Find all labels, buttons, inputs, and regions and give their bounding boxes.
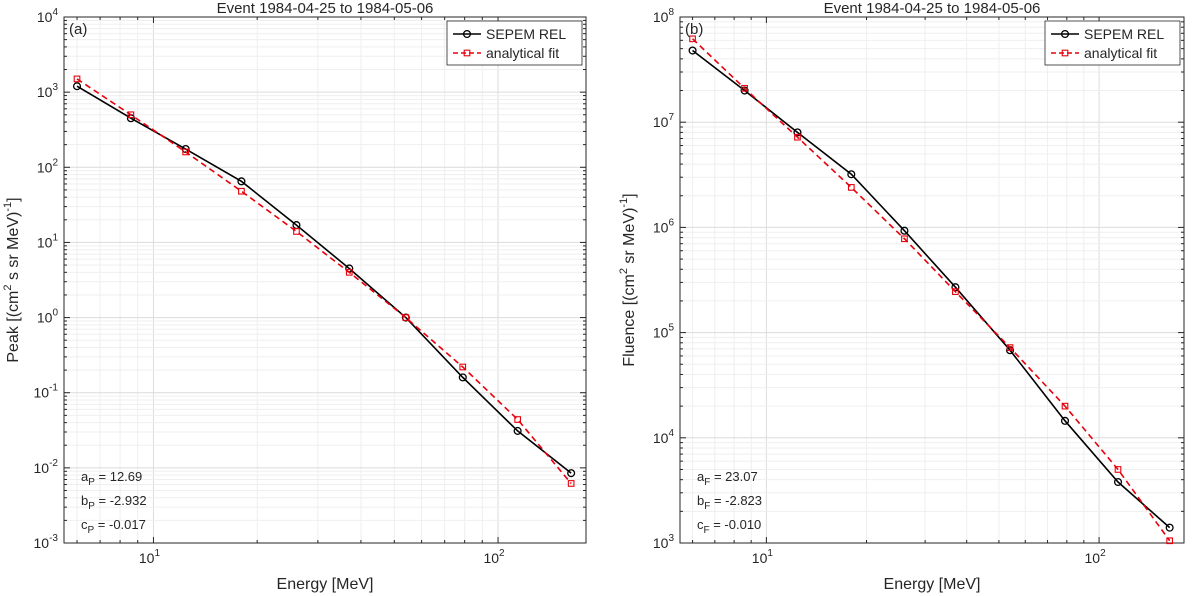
plot-area <box>64 17 586 543</box>
fit-parameter-label: cP = -0.017 <box>81 517 146 536</box>
chart-title: Event 1984-04-25 to 1984-05-06 <box>824 0 1041 17</box>
series-analytical-fit <box>689 35 1174 545</box>
data-point <box>182 148 190 156</box>
x-axis-label: Energy [MeV] <box>277 576 374 593</box>
legend: SEPEM REL analytical fit <box>1044 20 1181 66</box>
data-point <box>127 111 135 119</box>
y-axis-label: Fluence [(cm2 sr MeV)-1] <box>618 193 638 366</box>
y-tick-label: 104 <box>37 7 59 25</box>
data-point <box>402 314 410 321</box>
y-tick-label: 10-3 <box>34 533 59 551</box>
data-point <box>238 187 245 195</box>
data-point <box>345 268 353 276</box>
data-point <box>1165 523 1174 532</box>
data-point <box>72 82 82 91</box>
legend-marker <box>1061 49 1069 57</box>
y-tick-label: 106 <box>653 217 675 235</box>
series-line <box>692 49 1171 529</box>
plot-area <box>680 17 1184 543</box>
y-tick-label: 101 <box>37 232 59 250</box>
y-tick-label: 107 <box>653 112 675 130</box>
data-point <box>293 228 300 235</box>
series-line <box>76 85 572 474</box>
data-point <box>688 46 697 55</box>
chart-panel-b: 103 104 105 106 107 108 101 102 Event 1984-04-25… <box>618 0 1185 593</box>
axes-box <box>679 16 1185 544</box>
data-point <box>1061 402 1069 410</box>
ticks <box>64 16 586 544</box>
data-point <box>1113 477 1123 487</box>
data-point <box>401 313 410 322</box>
y-tick-label: 105 <box>653 323 675 341</box>
y-tick-label: 10-2 <box>34 458 59 476</box>
series-analytical-fit <box>73 75 575 487</box>
legend-label: SEPEM REL <box>1084 26 1164 42</box>
data-point <box>689 35 696 43</box>
legend-label: analytical fit <box>486 45 559 61</box>
legend-box <box>1044 20 1181 66</box>
panel-label: (b) <box>685 21 703 38</box>
chart-panel-a: 10-3 10-2 10-1 100 101 102 103 104 101 102 Event 1… <box>2 0 587 593</box>
x-tick-label: 101 <box>752 548 774 566</box>
data-point <box>952 288 959 296</box>
data-point <box>458 373 467 382</box>
y-axis-label: Peak [(cm2 s sr MeV)-1] <box>2 197 22 362</box>
data-point <box>459 363 467 371</box>
x-axis-label: Energy [MeV] <box>884 576 981 593</box>
data-point <box>513 426 522 435</box>
series-line <box>76 78 572 484</box>
data-point <box>514 416 521 423</box>
fit-parameter-label: aP = 12.69 <box>81 469 142 488</box>
data-point <box>1166 537 1174 545</box>
data-point <box>1114 466 1122 473</box>
x-tick-label: 101 <box>139 548 161 566</box>
y-tick-label: 102 <box>37 157 59 175</box>
fit-parameter-label: aF = 23.07 <box>697 469 758 488</box>
grid <box>680 16 1184 544</box>
legend-marker <box>1060 29 1070 39</box>
ticks <box>680 16 1184 544</box>
legend-label: SEPEM REL <box>486 26 566 42</box>
data-point <box>901 235 908 243</box>
legend-label: analytical fit <box>1084 45 1157 61</box>
data-point <box>567 469 576 478</box>
legend-box <box>446 20 583 66</box>
fit-parameter-label: bF = -2.823 <box>697 493 762 512</box>
data-point <box>847 184 855 191</box>
panel-label: (a) <box>69 21 87 38</box>
x-tick-label: 102 <box>483 548 505 566</box>
y-tick-label: 104 <box>653 428 675 446</box>
y-tick-label: 10-1 <box>34 383 59 401</box>
y-tick-label: 100 <box>37 308 59 326</box>
y-tick-label: 108 <box>653 7 675 25</box>
data-point <box>793 128 802 137</box>
axes-box <box>63 16 587 544</box>
data-point <box>741 84 748 92</box>
data-point <box>794 133 801 141</box>
y-tick-label: 103 <box>653 533 675 551</box>
legend: SEPEM REL analytical fit <box>446 20 583 66</box>
data-point <box>237 177 246 186</box>
chart-title: Event 1984-04-25 to 1984-05-06 <box>217 0 434 17</box>
y-tick-label: 103 <box>37 82 59 100</box>
data-point <box>1060 416 1070 425</box>
legend-marker <box>463 49 471 57</box>
data-point <box>567 480 575 487</box>
fit-parameter-label: bP = -2.932 <box>81 493 147 512</box>
legend-marker <box>462 29 472 39</box>
series-line <box>692 38 1171 542</box>
data-point <box>847 170 856 179</box>
series-sepem-rel <box>72 82 576 478</box>
data-point <box>1006 344 1014 351</box>
data-point <box>73 75 81 83</box>
fit-parameter-label: cF = -0.010 <box>697 517 761 536</box>
data-point <box>900 226 909 235</box>
x-tick-label: 102 <box>1085 548 1107 566</box>
